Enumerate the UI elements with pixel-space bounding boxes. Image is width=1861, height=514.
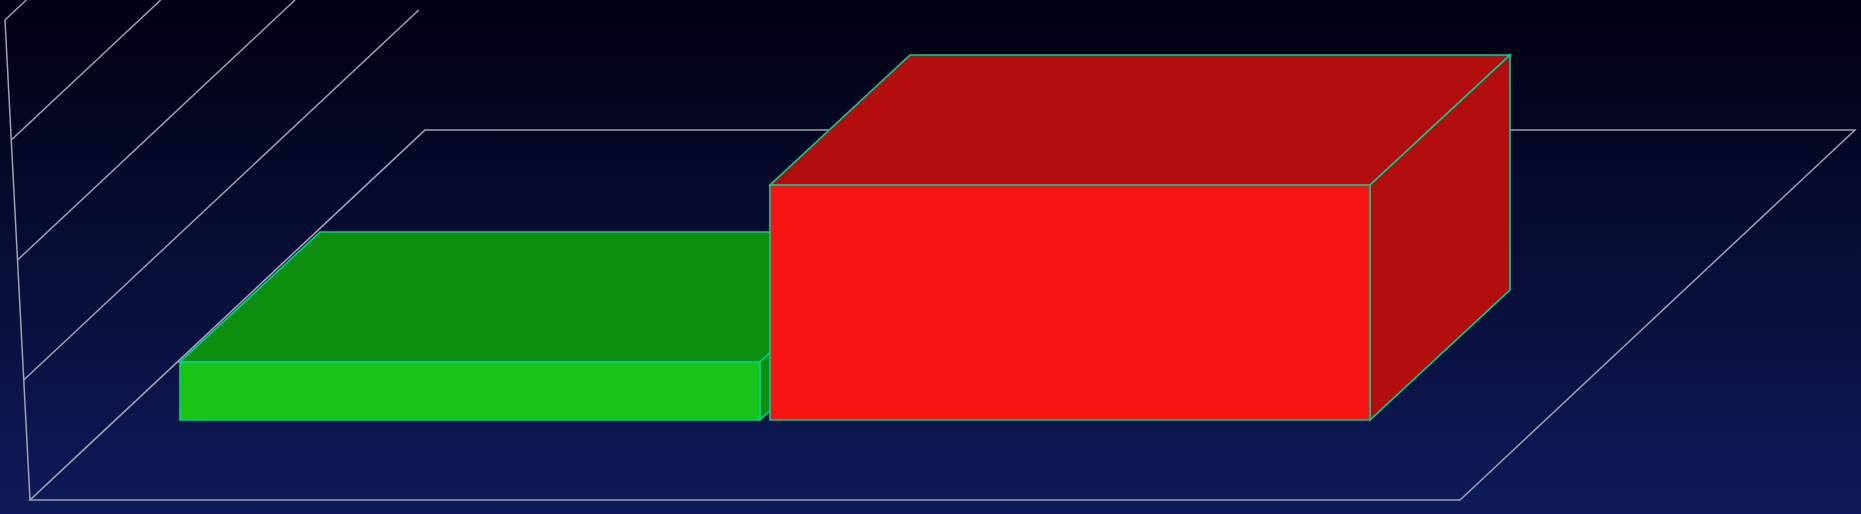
chart-3d-bar: [0, 0, 1861, 514]
bar-red-front: [770, 185, 1370, 420]
bar-green-front: [180, 362, 760, 420]
bar-red: [770, 55, 1510, 420]
chart-svg: [0, 0, 1861, 514]
